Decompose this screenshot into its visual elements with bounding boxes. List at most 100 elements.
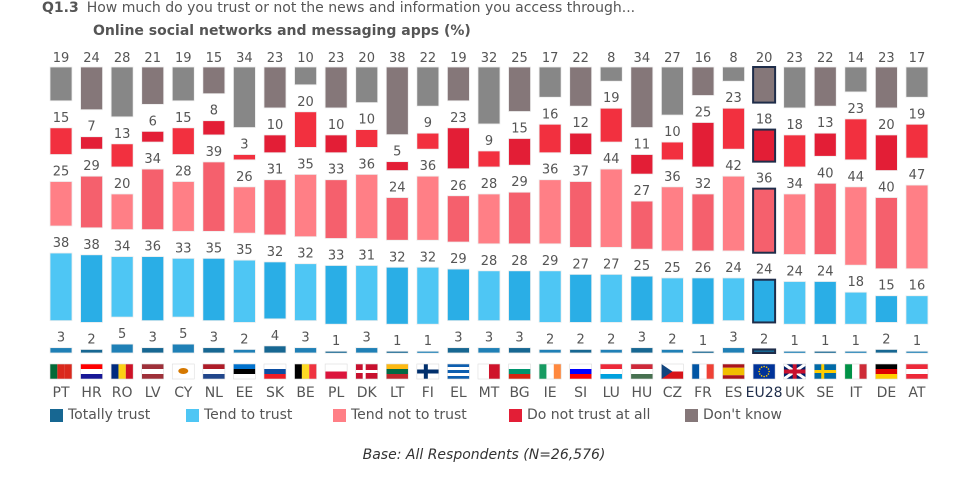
bar-tend-not-to-trust-lv — [141, 168, 165, 230]
data-label: 2 — [240, 332, 248, 347]
data-label: 25 — [695, 105, 712, 120]
bar-do-not-trust-at-all-ie — [538, 123, 562, 154]
data-label: 29 — [450, 252, 467, 267]
data-label: 5 — [393, 145, 401, 160]
bar-tend-not-to-trust-cy — [171, 181, 195, 232]
bar-tend-not-to-trust-ie — [538, 179, 562, 245]
bar-do-not-trust-at-all-mt — [477, 150, 501, 168]
bar-tend-not-to-trust-nl — [202, 161, 226, 232]
bar-do-not-trust-at-all-lv — [141, 130, 165, 143]
chart-subtitle: Online social networks and messaging app… — [93, 23, 471, 39]
data-label: 32 — [267, 245, 284, 260]
flag-ee-icon — [233, 363, 256, 380]
bar-tend-to-trust-fr — [691, 277, 715, 325]
bar-don-t-know-hu — [630, 66, 654, 128]
data-label: 19 — [603, 91, 620, 106]
data-label: 10 — [297, 51, 314, 66]
data-label: 28 — [481, 177, 498, 192]
bar-tend-not-to-trust-fi — [416, 175, 440, 241]
bar-don-t-know-lu — [599, 66, 623, 82]
legend-swatch — [186, 408, 199, 422]
legend-item-tend-not-to-trust: Tend not to trust — [333, 407, 467, 423]
bar-tend-not-to-trust-cz — [661, 186, 684, 252]
flag-uk-icon — [782, 362, 807, 381]
data-label: 1 — [852, 334, 860, 349]
bar-do-not-trust-at-all-se — [813, 132, 837, 157]
bar-do-not-trust-at-all-dk — [355, 129, 379, 148]
bar-don-t-know-pl — [324, 66, 348, 109]
data-label: 36 — [664, 170, 681, 185]
data-label: 9 — [424, 116, 432, 131]
data-label: 2 — [882, 332, 890, 347]
data-label: 42 — [725, 159, 742, 174]
bar-tend-to-trust-pt — [49, 252, 73, 322]
bar-tend-to-trust-es — [722, 277, 745, 322]
bar-totally-trust-cz — [661, 349, 684, 354]
data-label: 11 — [634, 138, 651, 153]
legend-swatch — [333, 408, 346, 422]
legend-label: Tend to trust — [204, 407, 293, 423]
category-label: IE — [544, 385, 557, 401]
data-label: 9 — [485, 134, 493, 149]
bar-totally-trust-es — [722, 347, 745, 354]
data-label: 1 — [699, 334, 707, 349]
category-label: PT — [53, 385, 70, 401]
data-label: 3 — [240, 138, 248, 153]
data-label: 40 — [878, 181, 895, 196]
data-label: 2 — [760, 332, 768, 347]
flag-it-icon — [844, 363, 868, 380]
bar-do-not-trust-at-all-bg — [508, 138, 531, 166]
category-label: FR — [694, 385, 712, 401]
bar-don-t-know-lv — [141, 66, 165, 105]
legend-swatch — [685, 408, 698, 422]
bar-tend-to-trust-be — [294, 263, 317, 322]
data-label: 5 — [179, 327, 187, 342]
bar-tend-to-trust-uk — [783, 281, 807, 325]
question-number: Q1.3 — [42, 0, 79, 16]
data-label: 27 — [634, 184, 651, 199]
bar-totally-trust-sk — [263, 345, 287, 354]
bar-don-t-know-mt — [477, 66, 501, 125]
bar-do-not-trust-at-all-fr — [691, 122, 715, 168]
bar-don-t-know-be — [294, 66, 317, 86]
data-label: 33 — [175, 241, 192, 256]
data-label: 29 — [511, 175, 528, 190]
bar-don-t-know-cz — [661, 66, 684, 116]
category-label: IT — [849, 385, 862, 401]
bar-tend-to-trust-ee — [233, 259, 256, 323]
flag-eu28-icon — [752, 363, 776, 380]
bar-tend-not-to-trust-si — [569, 181, 593, 248]
category-label: AT — [908, 385, 925, 401]
flag-sk-icon — [263, 363, 287, 380]
bar-tend-to-trust-si — [569, 273, 593, 323]
data-label: 24 — [817, 265, 834, 280]
data-label: 2 — [546, 332, 554, 347]
bar-do-not-trust-at-all-at — [905, 123, 929, 159]
flag-dk-icon — [355, 363, 379, 380]
data-label: 23 — [848, 102, 865, 117]
bar-tend-not-to-trust-pt — [49, 181, 73, 227]
data-label: 1 — [332, 334, 340, 349]
category-label: BG — [509, 385, 529, 401]
data-label: 20 — [297, 95, 314, 110]
data-label: 22 — [817, 51, 834, 66]
data-label: 27 — [572, 257, 589, 272]
flag-ie-icon — [538, 363, 562, 380]
data-label: 22 — [572, 51, 589, 66]
bar-tend-not-to-trust-dk — [355, 173, 379, 239]
bar-tend-to-trust-hr — [80, 254, 103, 323]
bar-tend-not-to-trust-it — [844, 186, 868, 266]
data-label: 35 — [206, 241, 223, 256]
data-label: 5 — [118, 327, 126, 342]
flag-at-icon — [905, 363, 929, 380]
category-label: SI — [574, 385, 587, 401]
data-label: 3 — [149, 331, 157, 346]
data-label: 26 — [236, 170, 253, 185]
data-label: 23 — [725, 91, 742, 106]
data-label: 20 — [756, 51, 773, 66]
data-label: 28 — [511, 254, 528, 269]
bar-tend-not-to-trust-fr — [691, 193, 715, 252]
category-label: LT — [390, 385, 405, 401]
flag-es-icon — [722, 363, 745, 380]
bar-totally-trust-fr — [691, 350, 715, 354]
